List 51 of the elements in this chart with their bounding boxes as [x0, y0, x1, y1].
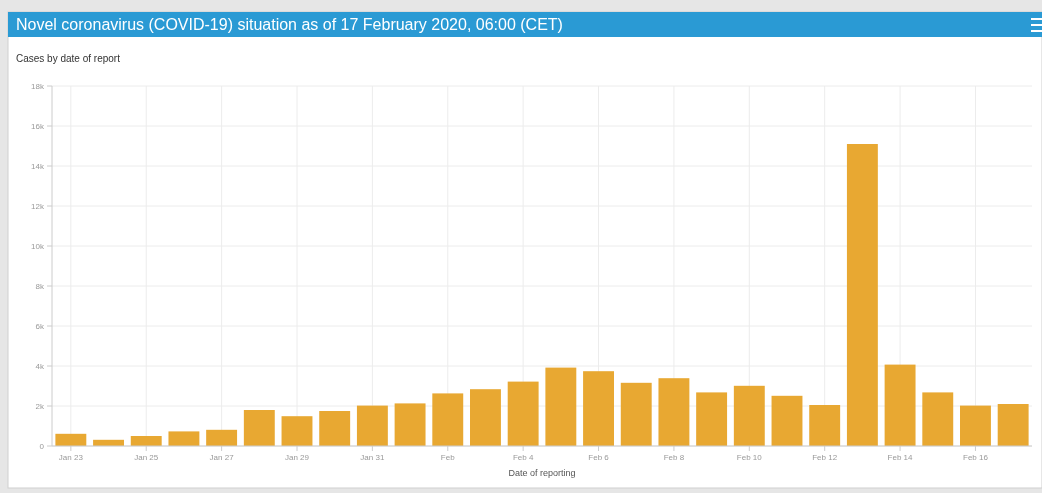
- bar: [960, 405, 991, 446]
- x-tick-label: Jan 29: [284, 453, 310, 462]
- bar: [696, 392, 728, 446]
- y-tick-label: 10k: [31, 241, 45, 251]
- x-tick-label: Feb 10: [736, 453, 763, 462]
- y-tick-label: 8k: [35, 281, 45, 291]
- bar: [583, 371, 614, 446]
- bar: [997, 404, 1029, 446]
- bar: [620, 382, 652, 446]
- chart-title: Novel coronavirus (COVID-19) situation as of 17 February 2020, 06:00 (CET): [16, 16, 563, 33]
- bar: [809, 405, 841, 446]
- bar: [281, 416, 313, 446]
- bar: [771, 395, 803, 446]
- y-tick-label: 4k: [35, 361, 45, 371]
- y-tick-label: 2k: [35, 401, 45, 411]
- y-tick-label: 0: [39, 441, 45, 451]
- bar: [55, 433, 87, 446]
- bar: [545, 367, 577, 446]
- bar: [243, 410, 275, 446]
- x-tick-label: Feb 14: [887, 453, 914, 462]
- x-tick-label: Jan 25: [134, 453, 159, 462]
- chart-subtitle: Cases by date of report: [16, 53, 121, 64]
- x-tick-label: Feb 16: [963, 453, 989, 462]
- x-tick-label: Feb: [440, 453, 456, 462]
- x-tick-label: Feb 12: [812, 453, 838, 462]
- x-tick-label: Jan 27: [209, 453, 235, 462]
- x-tick-label: Jan 23: [58, 453, 84, 462]
- bar: [319, 411, 351, 446]
- y-tick-label: 14k: [31, 161, 45, 171]
- bar: [846, 144, 878, 446]
- x-tick-label: Feb 6: [588, 453, 610, 462]
- x-tick-label: Feb 4: [512, 453, 534, 462]
- bar: [432, 393, 464, 446]
- bar: [922, 392, 954, 446]
- y-tick-label: 16k: [31, 121, 45, 131]
- bar: [507, 381, 539, 446]
- x-axis-title: Date of reporting: [508, 468, 576, 478]
- x-tick-label: Jan 31: [360, 453, 385, 462]
- bar: [130, 436, 162, 446]
- y-tick-label: 18k: [31, 81, 45, 91]
- y-tick-label: 12k: [31, 201, 45, 211]
- bar: [394, 403, 426, 446]
- bar: [733, 385, 765, 446]
- bar: [884, 364, 916, 446]
- bar: [470, 389, 501, 446]
- bar: [168, 431, 200, 446]
- y-tick-label: 6k: [35, 321, 45, 331]
- bar: [658, 378, 690, 446]
- bar: [206, 429, 238, 446]
- x-tick-label: Feb 8: [663, 453, 685, 462]
- bar: [356, 405, 388, 446]
